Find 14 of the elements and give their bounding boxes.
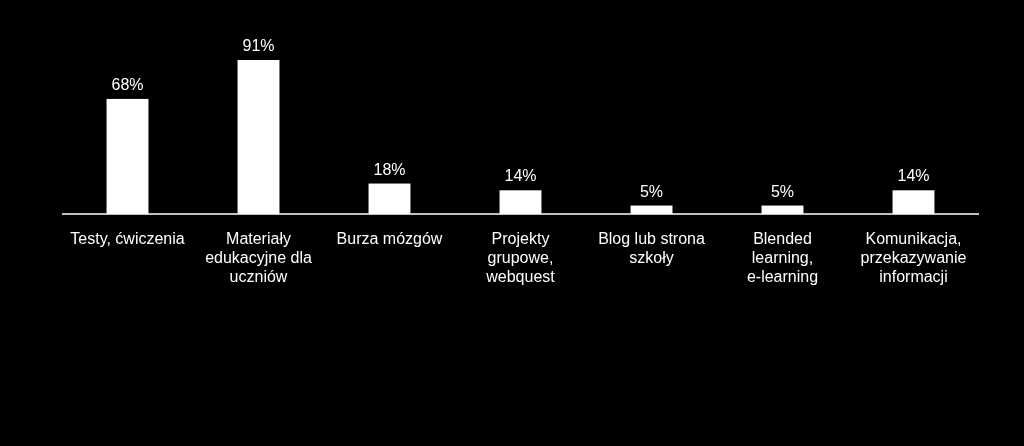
x-tick-label: Testy, ćwiczenia [70, 230, 185, 247]
x-tick-label: Projekty grupowe, webquest [485, 230, 556, 285]
x-tick-label: Burza mózgów [336, 230, 443, 247]
x-tick-label: Blended learning, e-learning [746, 230, 819, 285]
data-label: 14% [897, 167, 930, 185]
data-label: 68% [111, 75, 144, 93]
x-tick-label: Blog lub strona szkoły [598, 230, 705, 266]
x-tick-label: Materiały edukacyjne dla uczniów [205, 230, 312, 285]
data-label: 5% [770, 182, 795, 200]
data-label: 18% [373, 160, 406, 178]
x-tick-label: Komunikacja, przekazywanie informacji [860, 230, 967, 285]
data-label: 91% [242, 37, 275, 54]
data-label: 5% [639, 182, 664, 200]
data-label: 14% [504, 167, 537, 185]
